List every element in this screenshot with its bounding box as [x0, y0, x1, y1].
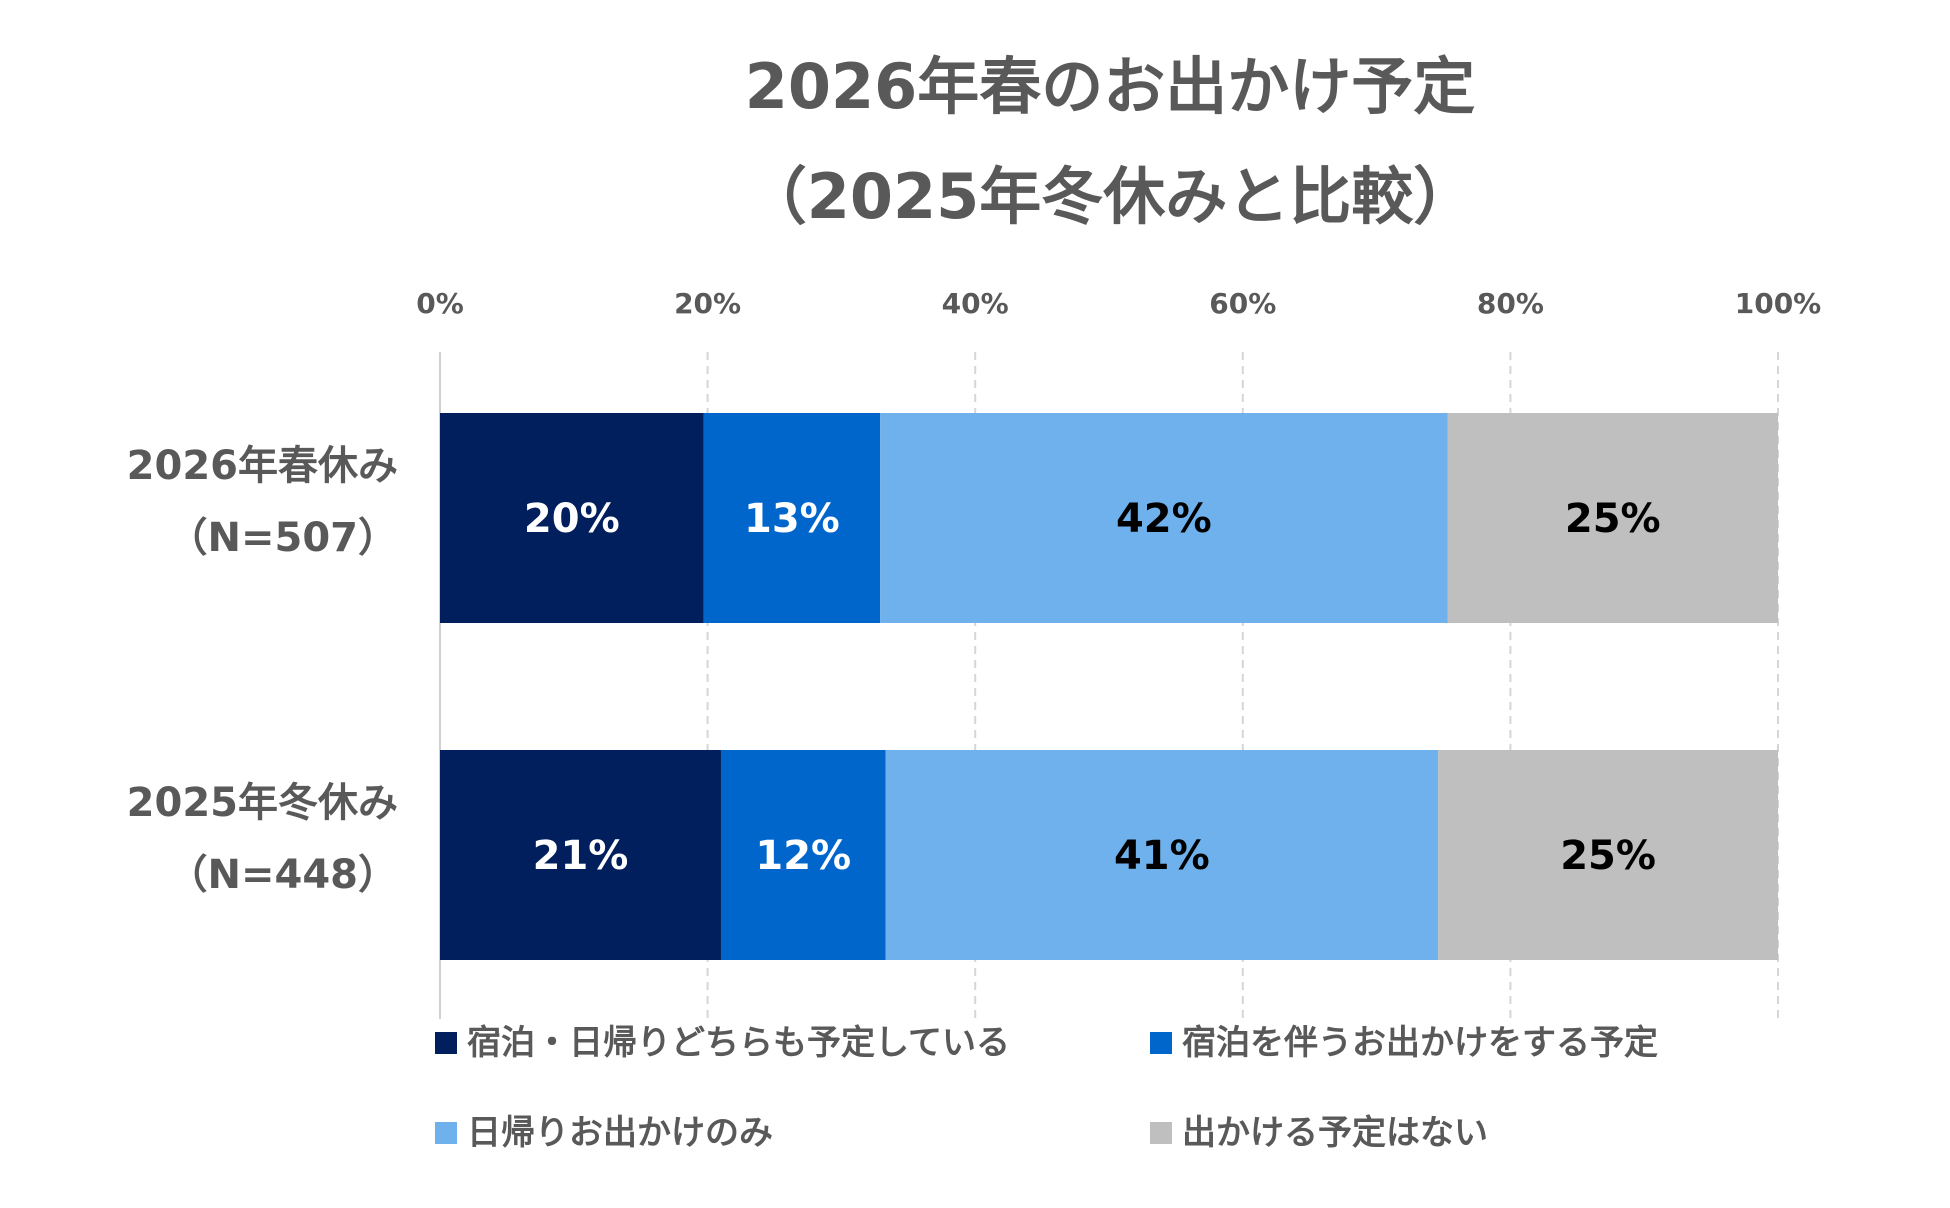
data-label: 25% — [1560, 833, 1656, 879]
data-label: 12% — [755, 833, 851, 879]
category-label: 2025年冬休み — [127, 780, 398, 826]
x-tick-label: 20% — [674, 287, 741, 320]
category-label: 2026年春休み — [127, 443, 398, 489]
bar-segment — [1447, 413, 1778, 623]
data-label: 13% — [744, 496, 840, 542]
x-tick-label: 100% — [1735, 287, 1822, 320]
legend-label: 出かける予定はない — [1182, 1113, 1488, 1153]
bar-segment — [1438, 750, 1778, 960]
legend-label: 宿泊を伴うお出かけをする予定 — [1182, 1023, 1658, 1063]
bar-segment — [703, 413, 881, 623]
data-label: 21% — [533, 833, 629, 879]
x-tick-label: 0% — [416, 287, 464, 320]
bar-segment — [880, 413, 1448, 623]
x-tick-label: 60% — [1209, 287, 1276, 320]
category-label: （N=507） — [168, 515, 399, 561]
bar-segment — [440, 413, 704, 623]
x-tick-label: 40% — [942, 287, 1009, 320]
category-label: （N=448） — [168, 852, 399, 898]
legend-swatch — [1150, 1032, 1172, 1054]
data-label: 20% — [524, 496, 620, 542]
legend-label: 日帰りお出かけのみ — [467, 1113, 773, 1153]
chart-title-line: （2025年冬休みと比較） — [745, 160, 1476, 233]
legend-swatch — [1150, 1122, 1172, 1144]
legend-label: 宿泊・日帰りどちらも予定している — [467, 1023, 1010, 1063]
data-label: 42% — [1116, 496, 1212, 542]
chart-title-line: 2026年春のお出かけ予定 — [745, 50, 1476, 123]
bar-segment — [885, 750, 1439, 960]
legend-swatch — [435, 1122, 457, 1144]
x-tick-label: 80% — [1477, 287, 1544, 320]
data-label: 25% — [1565, 496, 1661, 542]
bar-segment — [720, 750, 886, 960]
legend-swatch — [435, 1032, 457, 1054]
bar-segment — [440, 750, 721, 960]
data-label: 41% — [1114, 833, 1210, 879]
